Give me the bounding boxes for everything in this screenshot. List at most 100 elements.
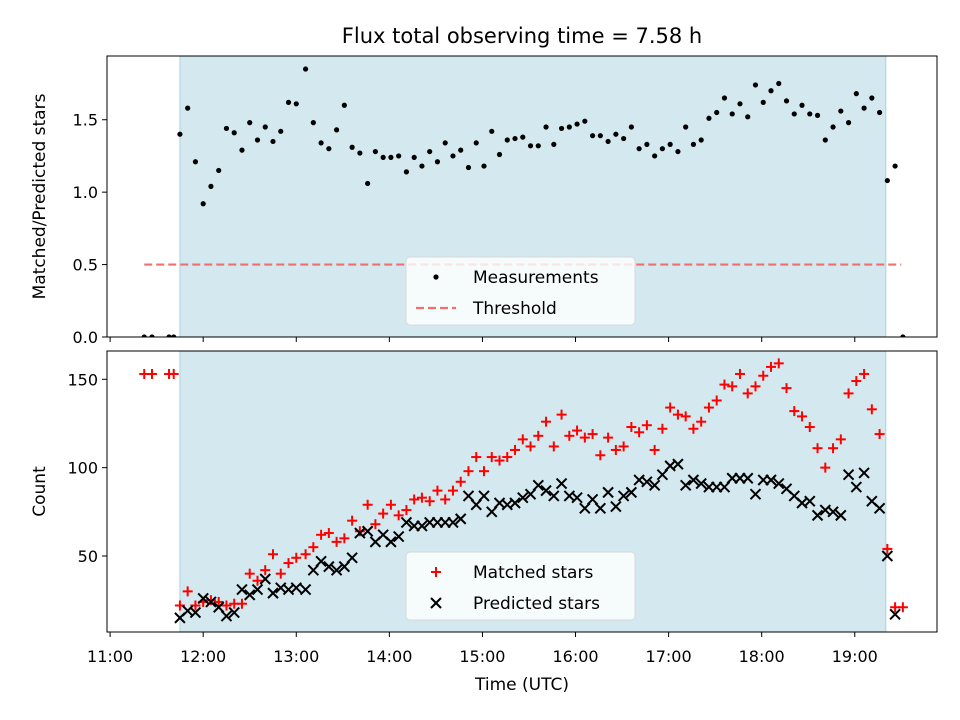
x-tick-label: 12:00 (180, 647, 226, 666)
predicted-star-point (228, 606, 240, 619)
matched-star-point (517, 434, 528, 445)
legend-box (405, 551, 636, 621)
predicted-star-point (540, 484, 552, 497)
matched-star-point (587, 429, 598, 440)
y-tick-label: 50 (78, 547, 98, 566)
ratio-panel: 0.0 0.5 1.0 1.5 Matched/Predicted stars Measu… (30, 55, 938, 347)
legend: Matched stars Predicted stars (405, 551, 636, 621)
predicted-star-point (835, 509, 847, 522)
matched-star-point (828, 443, 839, 454)
measurement-point (326, 146, 332, 152)
predicted-star-point (602, 486, 614, 499)
y-tick-label: 150 (67, 370, 98, 389)
matched-star-point (866, 404, 877, 415)
matched-star-point (283, 558, 294, 569)
measurement-point (690, 141, 697, 147)
matched-star-point (742, 388, 753, 399)
measurement-point (247, 120, 253, 126)
predicted-star-point (236, 583, 248, 596)
matched-star-point (205, 595, 216, 606)
matched-star-point (385, 499, 396, 510)
matched-star-point (393, 510, 404, 521)
measurement-point (141, 334, 147, 337)
measurement-point (403, 169, 410, 175)
matched-star-point (447, 485, 458, 496)
measurement-point (458, 147, 464, 153)
predicted-star-point (416, 520, 428, 532)
measurement-point (589, 133, 596, 139)
predicted-star-point (392, 530, 405, 543)
predicted-star-point (455, 513, 467, 525)
predicted-star-point (197, 592, 209, 605)
measurement-point (667, 141, 673, 147)
x-tick-label: 15:00 (459, 647, 505, 666)
measurement-point (729, 111, 735, 117)
predicted-star-point (548, 490, 560, 502)
predicted-star-point (478, 490, 490, 502)
predicted-star-point (532, 479, 544, 492)
measurement-point (318, 140, 324, 146)
matched-star-point (541, 416, 552, 427)
measurement-point (396, 153, 402, 159)
measurement-point (223, 125, 230, 132)
measurement-point (597, 133, 603, 139)
measurement-point (636, 146, 642, 152)
measurement-point (776, 80, 782, 87)
matched-star-point (835, 434, 846, 445)
measurement-point (285, 99, 292, 105)
legend-marker-matched (431, 567, 441, 577)
measurement-point (714, 109, 720, 116)
matched-star-point (213, 596, 224, 607)
predicted-star-point (889, 608, 901, 621)
matched-star-point (641, 420, 652, 431)
matched-star-point (409, 494, 420, 505)
measurement-point (419, 163, 425, 169)
measurement-point (520, 134, 526, 140)
measurement-point (721, 95, 728, 101)
predicted-star-point (811, 509, 824, 522)
matched-star-point (548, 441, 559, 452)
measurement-point (149, 334, 155, 337)
predicted-star-point (765, 474, 777, 486)
matched-star-point (252, 575, 263, 586)
matched-star-point (463, 466, 474, 477)
predicted-star-point (259, 573, 271, 585)
measurement-point (177, 131, 183, 137)
predicted-star-point (625, 486, 638, 499)
matched-star-point (804, 421, 815, 432)
matched-star-point (711, 395, 722, 406)
matched-star-point (339, 533, 350, 544)
predicted-star-point (330, 564, 343, 576)
measurement-point (628, 124, 634, 130)
matched-star-point (672, 409, 683, 420)
measurement-point (192, 159, 199, 165)
matched-star-point (168, 368, 179, 379)
measurement-point (166, 334, 172, 337)
matched-star-point (773, 358, 784, 369)
measurement-point (512, 135, 518, 142)
predicted-star-point (205, 596, 217, 608)
legend-label: Matched stars (473, 563, 593, 583)
matched-star-point (734, 368, 745, 379)
measurement-point (231, 130, 237, 136)
matched-star-point (378, 508, 389, 519)
measurement-point (621, 135, 627, 142)
measurement-point (185, 105, 191, 111)
matched-star-point (688, 423, 699, 434)
measurement-point (527, 143, 534, 149)
matched-star-point (703, 402, 714, 413)
measurement-point (357, 150, 363, 156)
matched-star-point (556, 409, 567, 420)
measurement-point (659, 146, 666, 152)
matched-star-point (182, 586, 193, 597)
predicted-star-point (361, 525, 374, 537)
matched-star-point (347, 515, 358, 526)
matched-star-point (851, 376, 862, 387)
predicted-star-point (267, 587, 279, 599)
measurement-point (334, 127, 340, 133)
matched-star-point (680, 411, 691, 422)
measurement-point (481, 163, 487, 169)
matched-star-point (797, 411, 808, 422)
matched-star-point (455, 476, 466, 487)
matched-star-point (758, 370, 769, 381)
